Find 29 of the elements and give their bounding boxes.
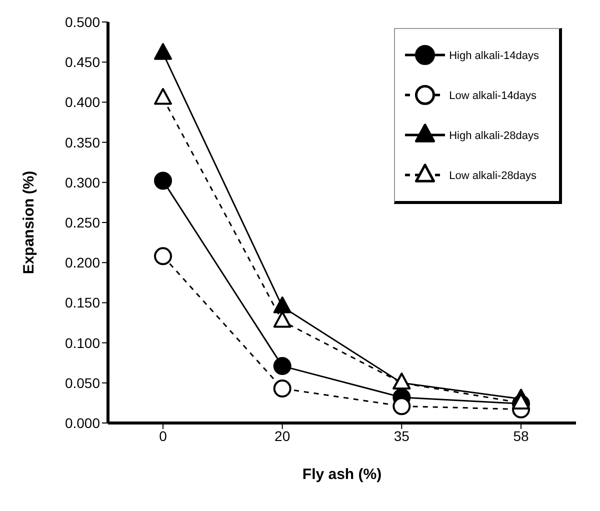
- y-tick-label: 0.450: [64, 54, 100, 70]
- point: [273, 380, 292, 398]
- point: [273, 296, 292, 314]
- point: [154, 247, 172, 266]
- point: [273, 357, 292, 376]
- x-axis-title: Fly ash (%): [302, 466, 382, 483]
- legend-label: Low alkali-14days: [449, 90, 537, 102]
- point: [154, 88, 172, 105]
- y-tick-label: 0.400: [64, 94, 100, 110]
- point: [154, 43, 172, 60]
- x-tick-label: 35: [394, 428, 410, 444]
- y-axis-title: Expansion (%): [20, 170, 38, 274]
- x-tick-label: 0: [159, 428, 168, 444]
- y-tick-label: 0.100: [64, 334, 100, 351]
- y-tick-label: 0.300: [64, 174, 100, 190]
- y-tick-label: 0.050: [64, 374, 100, 391]
- x-tick-label: 58: [513, 428, 529, 444]
- y-tick-label: 0.150: [64, 294, 100, 311]
- legend-label: High alkali-28days: [449, 130, 539, 142]
- y-tick-label: 0.000: [64, 414, 100, 431]
- y-tick-label: 0.250: [64, 214, 100, 230]
- x-tick-label: 20: [274, 428, 290, 444]
- point: [154, 172, 172, 190]
- legend-label: Low alkali-28days: [449, 170, 537, 182]
- y-tick-label: 0.200: [64, 254, 100, 271]
- y-tick-label: 0.350: [64, 134, 100, 150]
- point: [392, 397, 411, 416]
- legend-label: High alkali-14days: [449, 50, 539, 62]
- y-tick-label: 0.500: [64, 14, 100, 30]
